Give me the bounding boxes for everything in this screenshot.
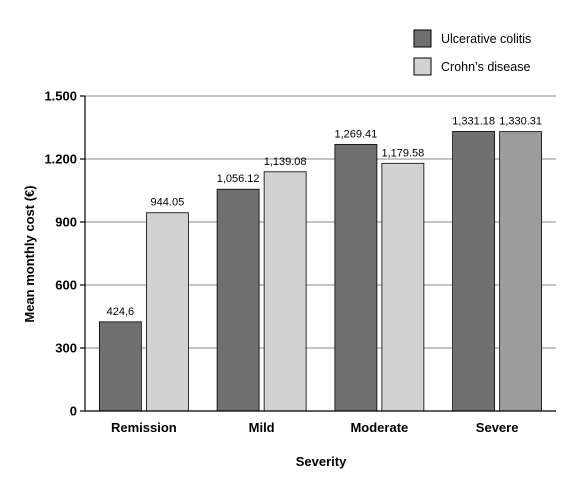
y-tick-label: 600 [55,278,77,293]
bar [452,131,496,412]
bar-value-label: 1,330.31 [499,116,542,128]
bar [216,188,260,412]
y-ticks: 0 300 600 900 1.200 1.500 [44,89,85,419]
legend-swatch-crohns-disease [413,57,432,76]
x-tick-label: Severe [476,420,519,435]
bar [334,144,378,412]
bar [145,212,189,412]
y-axis-title: Mean monthly cost (€) [22,185,37,322]
bar [263,171,307,412]
value-labels: 424,6 944.05 1,056.12 1,139.08 1,269.41 1,179… [107,115,542,317]
axes [84,96,556,412]
x-ticks: Remission Mild Moderate Severe [111,420,518,435]
legend-label-ulcerative-colitis: Ulcerative colitis [441,32,531,46]
bar-value-label: 944.05 [151,197,185,209]
x-tick-label: Moderate [350,420,408,435]
bars [98,131,543,412]
x-tick-label: Remission [111,420,177,435]
bar-value-label: 1,056.12 [217,173,260,185]
legend: Ulcerative colitis Crohn’s disease [413,29,531,76]
x-axis-title: Severity [296,454,347,469]
bar-value-label: 1,139.08 [264,156,307,168]
y-tick-label: 0 [70,404,77,419]
bar-value-label: 424,6 [107,306,135,318]
y-tick-label: 1.500 [44,89,77,104]
legend-swatch-ulcerative-colitis [413,29,432,48]
bar-value-label: 1,269.41 [334,128,377,140]
bar-value-label: 1,179.58 [381,147,424,159]
y-tick-label: 900 [55,215,77,230]
bar-value-label: 1,331.18 [452,115,495,127]
y-tick-label: 300 [55,341,77,356]
y-tick-label: 1.200 [44,152,77,167]
bar [499,131,543,412]
legend-label-crohns-disease: Crohn’s disease [441,60,530,74]
bar [98,321,142,412]
bar [381,162,425,412]
x-tick-label: Mild [249,420,275,435]
